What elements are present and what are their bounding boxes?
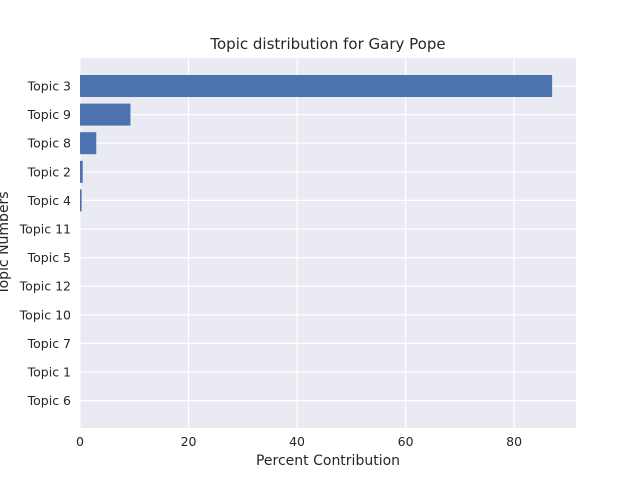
grid-lines [79,58,576,428]
y-tick-label: Topic 3 [27,79,71,94]
bar-topic-8 [80,132,97,155]
y-tick-label: Topic 6 [27,393,71,408]
x-tick-label: 80 [506,434,522,449]
x-axis-label: Percent Contribution [256,453,400,469]
bars [80,75,553,212]
y-tick-label: Topic 11 [19,222,71,237]
x-tick-label: 60 [398,434,414,449]
plot-area [80,58,576,428]
y-tick-label: Topic 9 [27,107,71,122]
y-tick-label: Topic 7 [27,336,71,351]
y-tick-label: Topic 5 [27,250,71,265]
y-tick-label: Topic 2 [27,164,71,179]
y-tick-label: Topic 4 [27,193,71,208]
x-tick-label: 20 [181,434,197,449]
x-tick-label: 0 [76,434,84,449]
bar-topic-9 [80,103,131,126]
y-axis-label: Topic Numbers [0,191,12,295]
y-tick-label: Topic 10 [19,307,71,322]
bar-topic-3 [80,75,553,97]
bar-topic-2 [80,160,83,183]
y-tick-label: Topic 1 [27,365,71,380]
x-tick-labels: 0 20 40 60 80 [76,434,522,449]
y-tick-labels: Topic 3 Topic 9 Topic 8 Topic 2 Topic 4 Topic… [19,79,71,409]
bar-topic-4 [80,189,82,212]
y-tick-label: Topic 12 [19,279,71,294]
y-tick-label: Topic 8 [27,136,71,151]
chart-title: Topic distribution for Gary Pope [209,35,445,53]
x-tick-label: 40 [289,434,305,449]
